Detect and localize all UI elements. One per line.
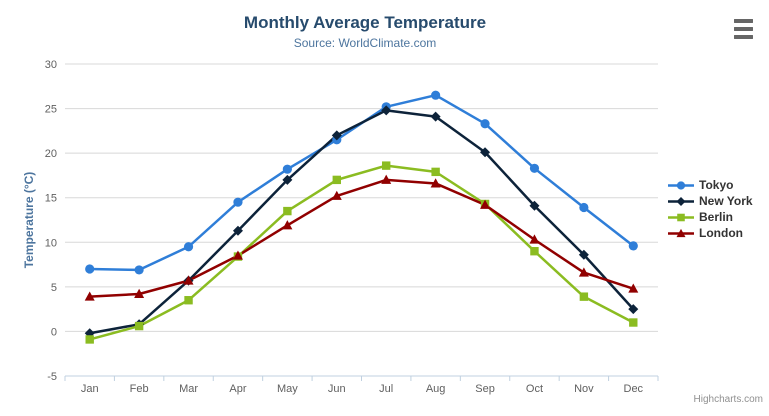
y-tick-label: 15 xyxy=(45,193,57,205)
circle-glyph xyxy=(676,180,686,190)
data-point-berlin[interactable] xyxy=(85,335,94,344)
y-tick-label: 0 xyxy=(51,326,57,338)
data-point-berlin[interactable] xyxy=(629,318,638,327)
data-point-new-york[interactable] xyxy=(232,225,243,236)
data-point-tokyo[interactable] xyxy=(431,90,441,100)
data-point-london[interactable] xyxy=(183,275,194,285)
legend-item-london[interactable]: London xyxy=(668,225,753,241)
x-tick-label: Jan xyxy=(81,383,99,395)
data-point-berlin[interactable] xyxy=(431,167,440,177)
series-line-berlin xyxy=(88,164,635,341)
triangle-marker-icon xyxy=(668,228,694,237)
legend-item-berlin[interactable]: Berlin xyxy=(668,209,753,225)
series-line-tokyo xyxy=(88,93,635,272)
data-point-new-york[interactable] xyxy=(628,304,639,315)
data-point-berlin[interactable] xyxy=(382,161,391,170)
x-tick-label: Dec xyxy=(624,383,644,395)
data-point-london[interactable] xyxy=(529,234,540,244)
data-point-tokyo[interactable] xyxy=(579,202,589,213)
y-tick-label: 25 xyxy=(45,104,57,116)
series-line-new-york xyxy=(88,109,635,335)
data-point-new-york[interactable] xyxy=(381,105,392,116)
x-tick-label: Nov xyxy=(574,383,594,395)
y-tick-label: -5 xyxy=(47,371,57,383)
circle-marker-icon xyxy=(668,180,694,190)
data-point-london[interactable] xyxy=(331,190,342,200)
data-point-london[interactable] xyxy=(381,174,392,184)
x-tick-label: Feb xyxy=(130,383,149,395)
data-point-london[interactable] xyxy=(628,283,639,293)
credits-link[interactable]: Highcharts.com xyxy=(693,394,763,405)
x-tick-label: Mar xyxy=(179,383,198,395)
data-point-new-york[interactable] xyxy=(430,111,441,122)
y-axis-title: Temperature (°C) xyxy=(22,171,36,269)
y-tick-label: 10 xyxy=(45,237,57,249)
data-point-berlin[interactable] xyxy=(283,206,292,216)
x-tick-label: Jun xyxy=(328,383,346,395)
data-point-tokyo[interactable] xyxy=(233,197,243,207)
diamond-glyph xyxy=(676,196,686,206)
data-point-tokyo[interactable] xyxy=(628,241,638,251)
x-tick-label: Aug xyxy=(426,383,446,395)
x-tick-label: Jul xyxy=(379,383,393,395)
data-point-berlin[interactable] xyxy=(134,321,144,331)
data-point-new-york[interactable] xyxy=(578,249,589,260)
data-point-london[interactable] xyxy=(84,291,95,301)
data-point-tokyo[interactable] xyxy=(282,164,292,174)
legend: Tokyo New York Berlin London xyxy=(668,177,753,241)
data-point-berlin[interactable] xyxy=(530,247,539,256)
x-tick-label: May xyxy=(277,383,298,395)
data-point-berlin[interactable] xyxy=(184,296,193,305)
data-point-london[interactable] xyxy=(578,267,589,277)
legend-label: Berlin xyxy=(699,210,734,224)
legend-item-new-york[interactable]: New York xyxy=(668,193,753,209)
diamond-marker-icon xyxy=(668,196,694,206)
data-point-london[interactable] xyxy=(134,288,145,298)
legend-item-tokyo[interactable]: Tokyo xyxy=(668,177,753,193)
hamburger-icon xyxy=(731,19,755,39)
x-tick-label: Oct xyxy=(526,383,543,395)
data-point-berlin[interactable] xyxy=(579,292,589,301)
legend-label: London xyxy=(699,226,743,240)
square-glyph xyxy=(677,213,685,221)
data-point-tokyo[interactable] xyxy=(85,264,95,274)
legend-label: New York xyxy=(699,194,753,208)
data-point-berlin[interactable] xyxy=(332,175,341,185)
data-point-new-york[interactable] xyxy=(480,147,491,158)
data-point-london[interactable] xyxy=(430,178,441,188)
data-point-new-york[interactable] xyxy=(331,130,342,141)
series-line-london xyxy=(88,178,635,298)
chart-subtitle: Source: WorldClimate.com xyxy=(293,36,437,50)
x-tick-label: Sep xyxy=(475,383,495,395)
x-tick-label: Apr xyxy=(229,383,246,395)
data-point-london[interactable] xyxy=(282,220,293,230)
y-tick-label: 30 xyxy=(45,59,57,71)
data-point-tokyo[interactable] xyxy=(134,265,144,275)
export-menu-button[interactable] xyxy=(731,18,755,44)
data-point-tokyo[interactable] xyxy=(529,163,540,173)
y-tick-label: 5 xyxy=(51,282,57,294)
data-point-london[interactable] xyxy=(232,250,243,260)
data-point-london[interactable] xyxy=(480,199,491,209)
chart-title: Monthly Average Temperature xyxy=(243,13,487,32)
data-point-tokyo[interactable] xyxy=(183,242,194,252)
y-tick-label: 20 xyxy=(45,148,57,160)
square-marker-icon xyxy=(668,213,694,221)
data-point-new-york[interactable] xyxy=(282,174,293,185)
legend-label: Tokyo xyxy=(699,178,734,192)
data-point-new-york[interactable] xyxy=(529,200,540,211)
data-point-tokyo[interactable] xyxy=(480,119,490,129)
triangle-glyph xyxy=(676,228,686,237)
